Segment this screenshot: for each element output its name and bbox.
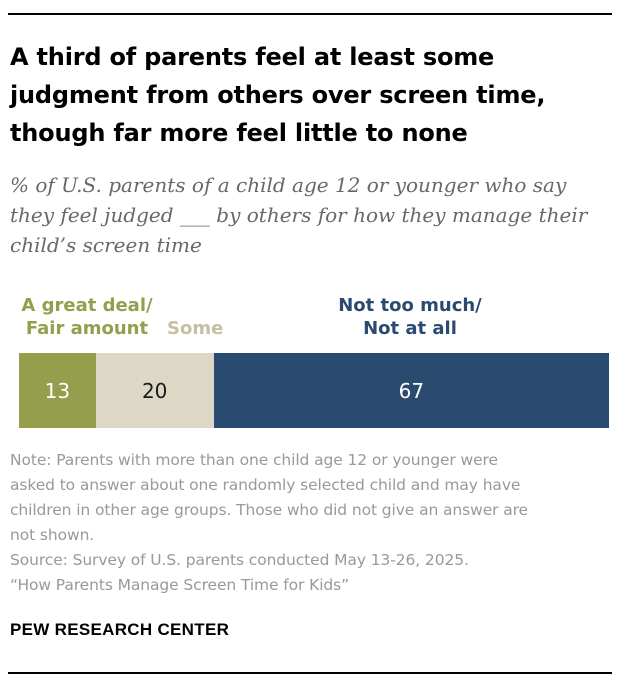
stacked-bar: 13 20 67 (19, 353, 609, 428)
bar-segment-great-deal-fair-amount: 13 (19, 353, 96, 428)
legend-label-some: Some (167, 318, 224, 339)
chart-title: A third of parents feel at least some ju… (10, 43, 546, 147)
legend-label-great-deal-fair-amount: A great deal/ Fair amount (21, 295, 153, 339)
bottom-divider (8, 672, 612, 674)
bar-segment-some: 20 (95, 353, 214, 428)
bar-value-great-deal-fair-amount: 13 (44, 378, 71, 403)
pew-research-center-wordmark: PEW RESEARCH CENTER (10, 620, 230, 639)
chart-subtitle: % of U.S. parents of a child age 12 or y… (10, 173, 588, 257)
legend-label-not-too-much-not-at-all: Not too much/ Not at all (338, 295, 482, 339)
source-line: Source: Survey of U.S. parents conducted… (10, 551, 469, 569)
top-divider (8, 13, 612, 15)
bar-value-not-too-much-not-at-all: 67 (398, 378, 425, 403)
bar-value-some: 20 (141, 378, 168, 403)
report-title-line: “How Parents Manage Screen Time for Kids… (10, 576, 350, 594)
bar-segment-not-too-much-not-at-all: 67 (213, 353, 609, 428)
footnote: Note: Parents with more than one child a… (10, 451, 528, 544)
